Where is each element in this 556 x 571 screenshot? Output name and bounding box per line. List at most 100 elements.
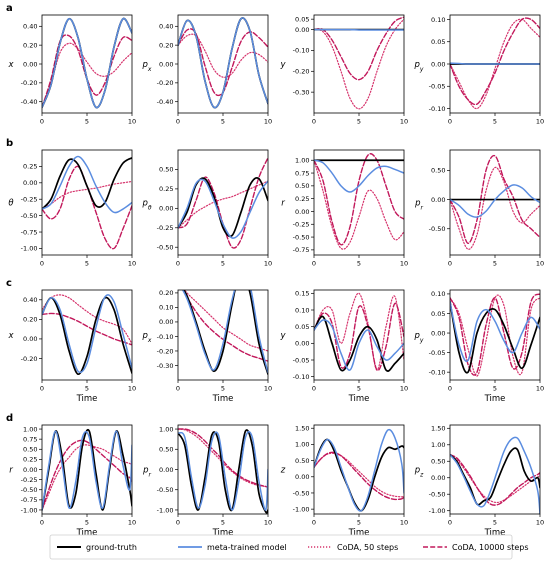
x-tick-label: 5 [85,385,89,393]
y-tick-label: 1.50 [431,425,445,433]
x-axis-label: Time [484,528,506,538]
x-tick-label: 0 [312,519,316,527]
row-label-d: d [6,413,13,424]
y-tick-label: -0.50 [293,489,310,497]
series-group [450,154,540,250]
y-tick-label: -0.50 [157,244,174,252]
y-tick-label: 0.40 [159,23,173,31]
series-line-coda10k [42,165,132,250]
y-tick-label: 1.00 [159,425,173,433]
series-line-coda50 [450,454,540,504]
x-tick-label: 0 [448,260,452,268]
y-tick-label: 0.00 [23,179,37,187]
x-axis-label: Time [76,394,98,404]
y-tick-label: 0.20 [23,316,37,324]
series-line-meta [314,319,404,371]
x-tick-label: 10 [400,118,408,126]
x-tick-label: 5 [357,118,361,126]
panel-a2: 0 5 10 -0.40 -0.20 0.00 0.20 0.40 px [142,14,272,126]
x-axis-label: Time [348,528,370,538]
x-tick-label: 10 [536,118,544,126]
series-line-coda50 [450,18,540,110]
y-tick-label: -0.20 [21,79,38,87]
y-tick-label: 0.00 [23,466,37,474]
y-tick-label: 1.00 [431,441,445,449]
x-axis-label: Time [212,394,234,404]
y-tick-label: -0.05 [429,349,446,357]
y-tick-label: 0.75 [295,169,309,177]
x-tick-label: 10 [128,260,136,268]
series-group [42,428,132,511]
series-line-coda50 [183,290,268,352]
y-tick-label: 0.05 [295,15,309,23]
series-line-coda10k [314,302,404,372]
legend-frame [49,534,513,560]
panel-a1: 0 5 10 -0.40 -0.20 0.00 0.20 0.40 x [7,14,136,126]
x-tick-label: 0 [40,385,44,393]
series-line-meta [42,294,132,374]
y-tick-label: 0.50 [23,446,37,454]
y-tick-label: 0.00 [431,474,445,482]
x-tick-label: 5 [221,260,225,268]
series-line-coda10k [42,439,132,511]
x-tick-label: 10 [264,519,272,527]
y-tick-label: 0.50 [431,458,445,466]
row-label-a: a [6,3,13,14]
y-tick-label: 0.20 [23,41,37,49]
x-tick-label: 0 [40,260,44,268]
x-tick-label: 10 [264,118,272,126]
x-tick-label: 10 [400,385,408,393]
x-tick-label: 10 [128,118,136,126]
y-tick-label: 0.25 [159,185,173,193]
series-line-gt [450,447,540,506]
series-group [181,290,268,376]
y-tick-label: 0.10 [295,306,309,314]
series-line-coda10k [450,154,540,245]
x-tick-label: 5 [357,260,361,268]
x-tick-label: 5 [221,118,225,126]
y-tick-label: -0.50 [429,491,446,499]
x-tick-label: 10 [128,519,136,527]
series-line-coda50 [178,180,268,229]
series-group [450,436,540,514]
series-line-coda50 [314,159,404,250]
series-group [42,17,132,109]
series-group [314,153,404,250]
x-axis-label: Time [76,528,98,538]
y-tick-label: 0.10 [431,16,445,24]
y-tick-label: 0.75 [23,435,37,443]
y-axis-label: py [414,331,424,344]
series-line-coda10k [178,428,268,489]
x-tick-label: 0 [312,385,316,393]
y-tick-label: -0.25 [21,196,38,204]
series-line-meta [42,430,132,511]
series-line-coda50 [450,294,540,377]
x-tick-label: 5 [493,260,497,268]
y-tick-label: -0.10 [429,105,446,113]
y-axis-label: px [142,331,152,344]
y-tick-label: 0.00 [295,340,309,348]
y-tick-label: 0.00 [23,60,37,68]
series-line-coda50 [450,166,540,250]
x-tick-label: 0 [448,385,452,393]
y-tick-label: -0.25 [293,221,310,229]
panel-c4: 0 5 10 -0.10 -0.05 0.00 0.05 0.10 py Time [414,289,544,404]
panel-d2: 0 5 10 -1.00 -0.50 0.00 0.50 1.00 pr Time [142,424,272,538]
series-line-coda50 [42,42,132,108]
x-tick-label: 10 [536,519,544,527]
series-line-coda10k [314,451,404,501]
panel-c1: 0 5 10 -0.20 0.00 0.20 0.40 x Time [7,289,136,404]
y-tick-label: 0.40 [23,23,37,31]
panel-c3: 0 5 10 -0.10 -0.05 0.00 0.05 0.10 0.15 y Time [279,289,408,404]
series-line-coda50 [178,33,268,78]
y-tick-label: 0.00 [431,329,445,337]
series-line-meta [450,300,540,363]
x-tick-label: 10 [536,260,544,268]
y-tick-label: 1.00 [295,441,309,449]
series-line-coda50 [42,180,132,210]
series-line-gt [178,429,268,514]
y-tick-label: -0.50 [429,225,446,233]
panel-b2: 0 5 10 -0.50 -0.25 0.00 0.25 0.50 pθ [141,149,272,268]
series-line-coda50 [314,292,404,371]
x-axis-label: Time [484,394,506,404]
